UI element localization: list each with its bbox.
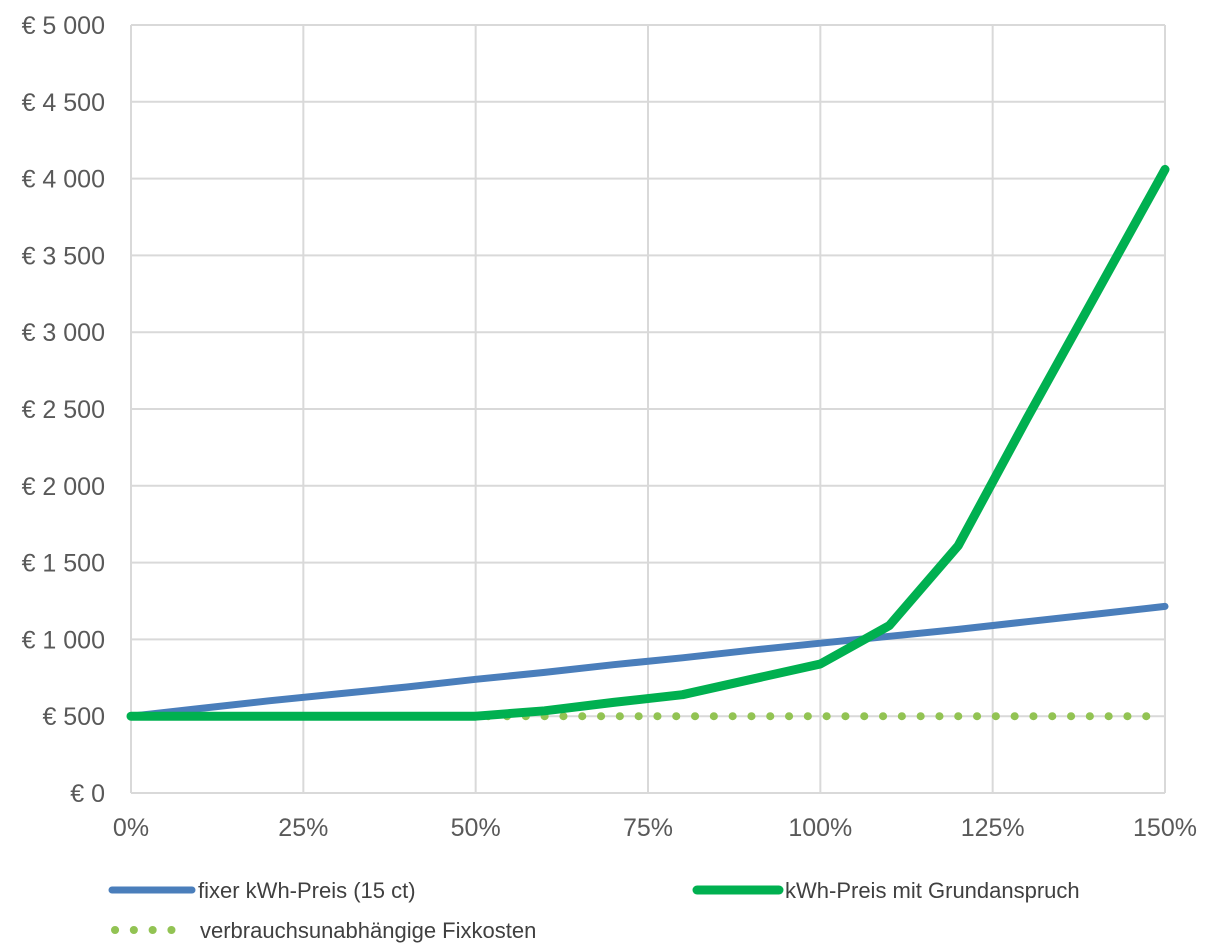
series-lines — [126, 164, 1170, 721]
legend-label-fixer-kwh-preis: fixer kWh-Preis (15 ct) — [198, 878, 416, 903]
y-tick-label-1500: € 1 500 — [22, 550, 105, 578]
x-tick-label-125: 125% — [961, 814, 1025, 842]
legend-item-fixer-kwh-preis: fixer kWh-Preis (15 ct) — [108, 878, 416, 903]
x-tick-label-50: 50% — [451, 814, 501, 842]
y-tick-label-2500: € 2 500 — [22, 396, 105, 424]
legend-item-kwh-preis-mit-grundanspruch: kWh-Preis mit Grundanspruch — [692, 878, 1080, 903]
x-tick-label-0: 0% — [113, 814, 149, 842]
y-tick-label-3500: € 3 500 — [22, 242, 105, 270]
x-tick-label-150: 150% — [1133, 814, 1197, 842]
y-tick-label-1000: € 1 000 — [22, 626, 105, 654]
grid — [130, 24, 1166, 794]
y-tick-label-3000: € 3 000 — [22, 319, 105, 347]
y-tick-label-2000: € 2 000 — [22, 473, 105, 501]
y-tick-label-4500: € 4 500 — [22, 89, 105, 117]
y-tick-label-5000: € 5 000 — [22, 12, 105, 40]
y-tick-label-500: € 500 — [42, 703, 105, 731]
legend-item-verbrauchsunabhaengige-fixkosten: verbrauchsunabhängige Fixkosten — [111, 918, 536, 943]
x-axis-ticks: 0% 25% 50% 75% 100% 125% 150% — [113, 814, 1197, 842]
x-tick-label-25: 25% — [278, 814, 328, 842]
x-tick-label-75: 75% — [623, 814, 673, 842]
series-line-kwh-preis-mit-grundanspruch — [126, 164, 1170, 721]
y-axis-ticks: € 0 € 500 € 1 000 € 1 500 € 2 000 € 2 500 € 3 … — [22, 12, 105, 808]
legend: fixer kWh-Preis (15 ct) kWh-Preis mit Gr… — [108, 878, 1080, 943]
series-line-fixer-kwh-preis-15-ct — [127, 602, 1169, 720]
y-tick-label-4000: € 4 000 — [22, 166, 105, 194]
legend-label-verbrauchsunabhaengige-fixkosten: verbrauchsunabhängige Fixkosten — [200, 918, 536, 943]
y-tick-label-0: € 0 — [70, 780, 105, 808]
legend-label-kwh-preis-mit-grundanspruch: kWh-Preis mit Grundanspruch — [785, 878, 1080, 903]
x-tick-label-100: 100% — [788, 814, 852, 842]
